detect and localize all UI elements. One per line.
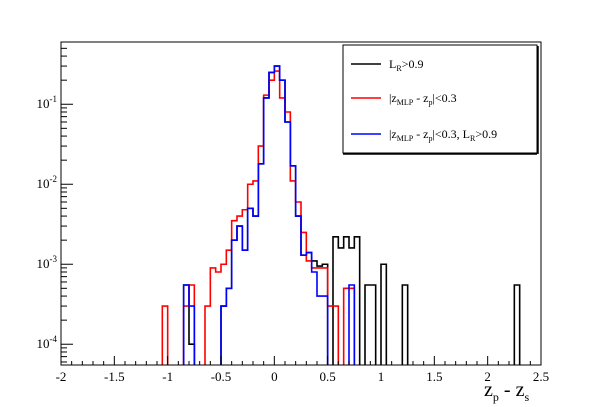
legend-label-1: LR>0.9 — [389, 57, 423, 73]
x-tick-label: -2 — [56, 369, 67, 384]
x-tick-label: 0 — [271, 369, 278, 384]
legend-label-3: |zMLP - zp|<0.3, LR>0.9 — [389, 127, 497, 143]
x-tick-label: 2.5 — [533, 369, 549, 384]
y-tick-label: 10-1 — [37, 94, 58, 111]
legend-box — [342, 44, 538, 154]
series-3-line — [182, 65, 356, 365]
series-layer — [161, 65, 521, 365]
y-tick-label: 10-2 — [37, 174, 58, 191]
x-tick-label: 2 — [484, 369, 491, 384]
x-axis-title: zp - zs — [484, 379, 529, 404]
y-tick-label: 10-3 — [37, 254, 58, 271]
x-tick-label: 1.5 — [426, 369, 442, 384]
legend-label-2: |zMLP - zp|<0.3 — [389, 91, 457, 107]
x-tick-label: -1.5 — [104, 369, 125, 384]
x-tick-label: -1 — [162, 369, 173, 384]
y-tick-label: 10-4 — [37, 334, 58, 351]
x-tick-label: -0.5 — [211, 369, 232, 384]
x-tick-label: 0.5 — [320, 369, 336, 384]
axes-layer: -2 -1.5 -1 -0.5 0 0.5 1 1.5 2 2.5 10-4 10-3 10-2 10-1 — [37, 47, 549, 384]
x-tick-label: 1 — [378, 369, 385, 384]
plot-frame — [60, 41, 542, 366]
legend: LR>0.9 |zMLP - zp|<0.3 |zMLP - zp|<0.3, LR… — [342, 44, 539, 155]
